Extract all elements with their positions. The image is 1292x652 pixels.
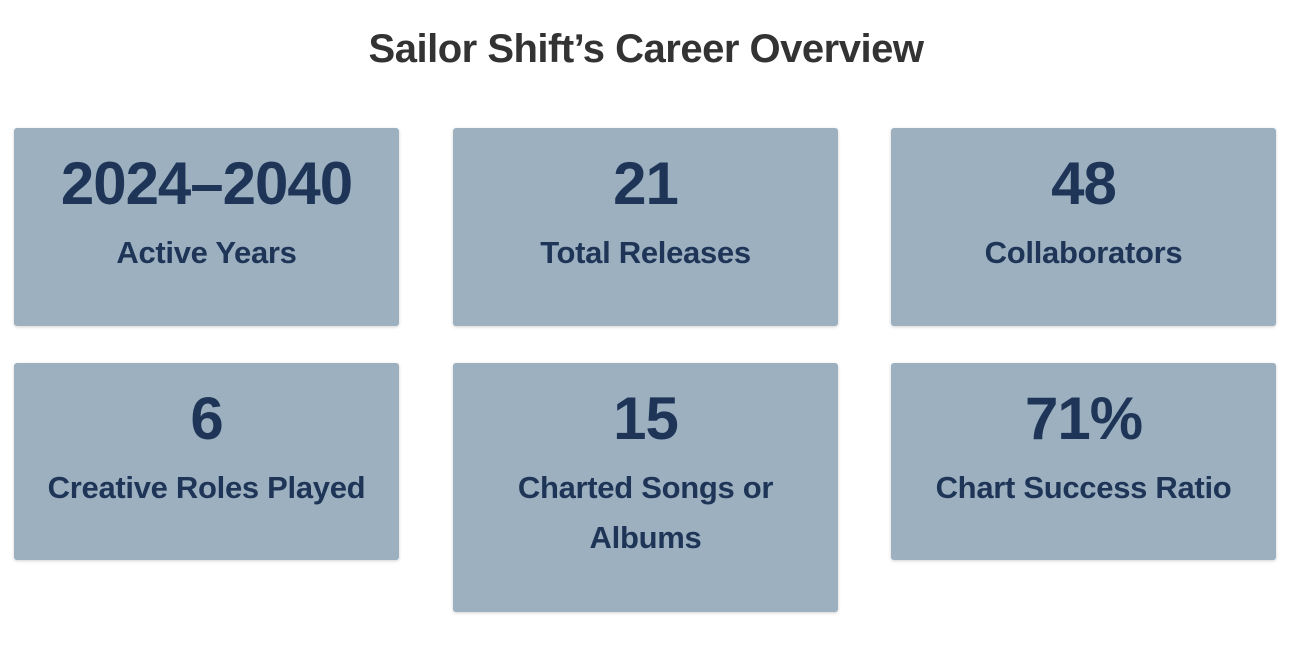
stat-value: 48 — [1051, 150, 1117, 217]
stat-label: Charted Songs or Albums — [517, 470, 774, 555]
stat-card-total-releases: 21 Total Releases — [453, 128, 838, 326]
stat-card-creative-roles: 6 Creative Roles Played — [14, 363, 399, 560]
stat-label: Total Releases — [540, 235, 751, 270]
stat-card-collaborators: 48 Collaborators — [891, 128, 1276, 326]
stat-value: 6 — [190, 385, 223, 452]
stat-card-active-years: 2024–2040 Active Years — [14, 128, 399, 326]
stat-label: Active Years — [116, 235, 297, 270]
stat-card-chart-success-ratio: 71% Chart Success Ratio — [891, 363, 1276, 560]
stat-label: Creative Roles Played — [47, 470, 366, 505]
stat-value: 2024–2040 — [60, 150, 353, 217]
stat-value: 15 — [613, 385, 679, 452]
stat-label: Chart Success Ratio — [935, 470, 1232, 505]
stat-value: 21 — [613, 150, 679, 217]
stat-label: Collaborators — [984, 235, 1183, 270]
stat-value: 71% — [1024, 385, 1143, 452]
page-title: Sailor Shift’s Career Overview — [368, 27, 924, 71]
stat-card-charted-songs: 15 Charted Songs or Albums — [453, 363, 838, 612]
